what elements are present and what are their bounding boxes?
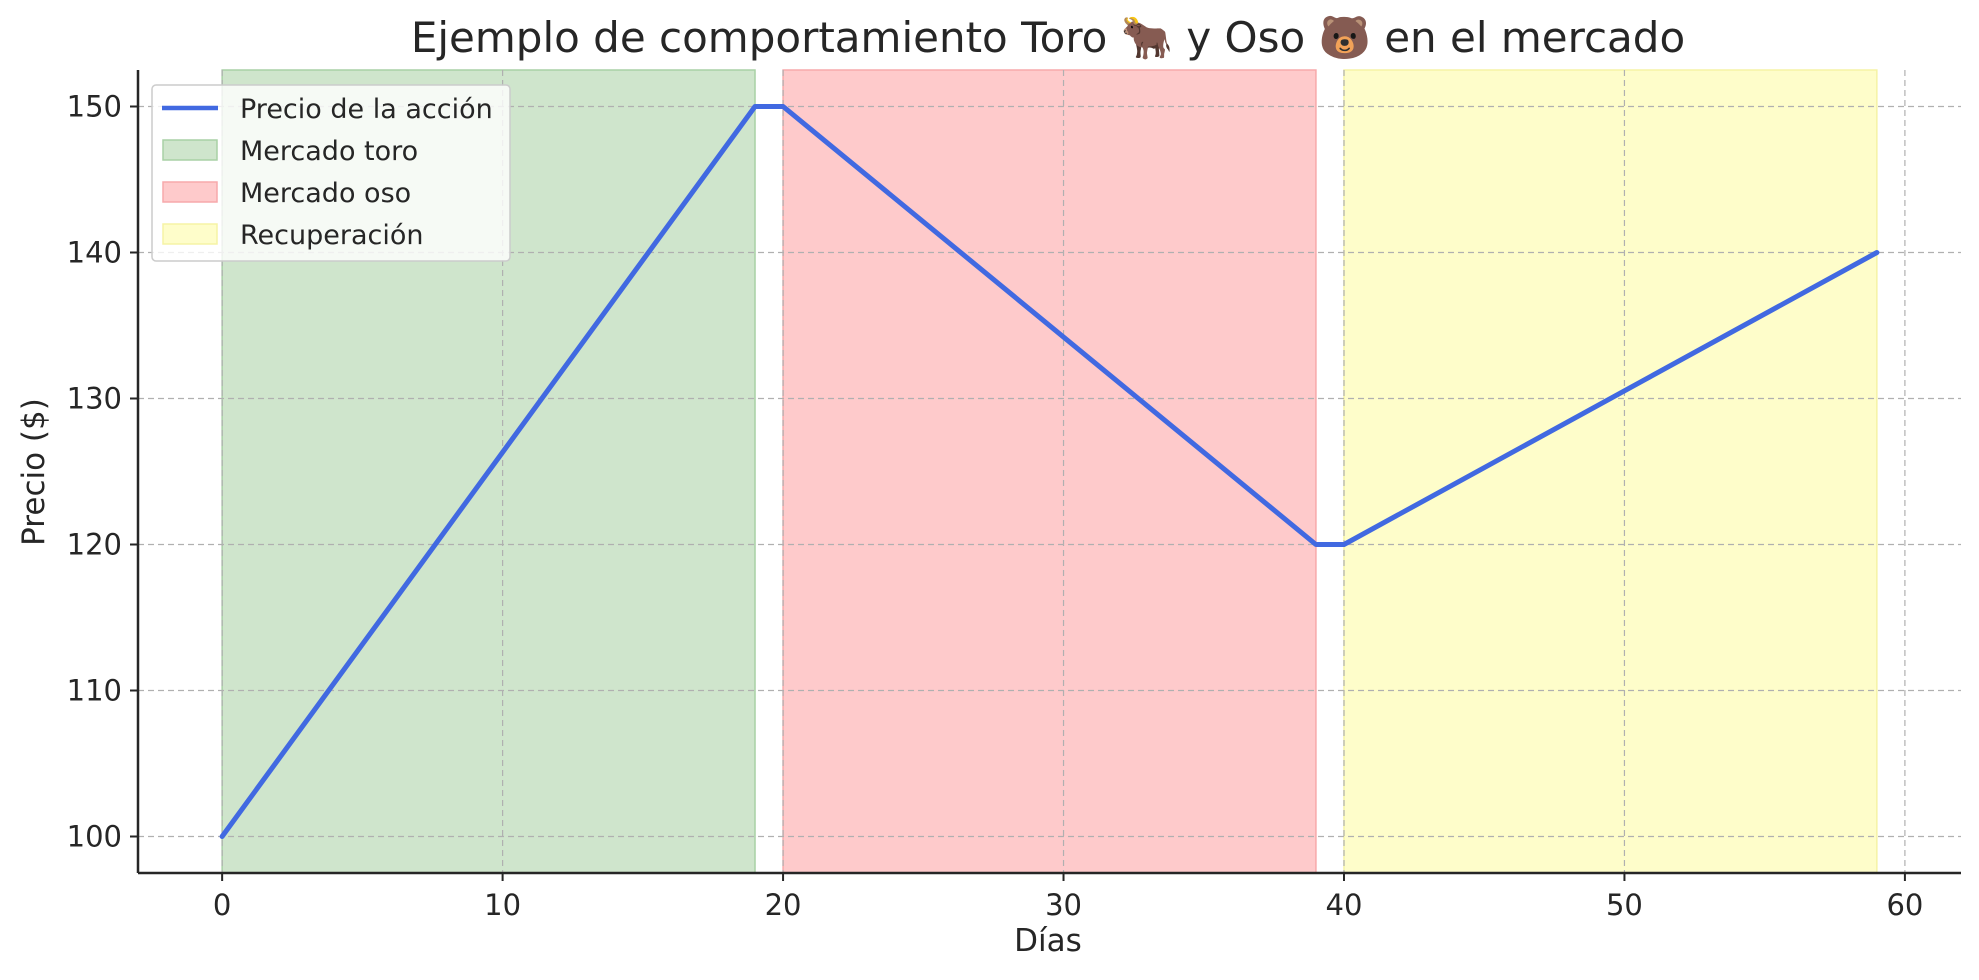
y-tick-label-1: 110	[67, 674, 122, 708]
legend-label-bear: Mercado oso	[240, 178, 411, 209]
legend-label-recovery: Recuperación	[240, 220, 424, 251]
y-ticks: 100 110 120 130 140 150	[67, 90, 138, 854]
x-tick-label-1: 10	[484, 888, 521, 922]
chart-title: Ejemplo de comportamiento Toro 🐂 y Oso 🐻…	[411, 12, 1685, 62]
legend-label-price: Precio de la acción	[240, 94, 493, 125]
x-ticks: 0 10 20 30 40 50 60	[213, 873, 1923, 922]
axes	[136, 70, 1961, 875]
region-2	[1343, 69, 1878, 874]
x-tick-label-0: 0	[213, 888, 231, 922]
y-tick-label-4: 140	[67, 236, 122, 270]
x-tick-label-6: 60	[1886, 888, 1923, 922]
legend-swatch-recovery	[162, 223, 218, 245]
x-tick-label-2: 20	[765, 888, 802, 922]
legend-swatch-bear	[162, 181, 218, 203]
y-tick-label-0: 100	[67, 820, 122, 854]
series-line-0	[219, 104, 1880, 839]
y-axis-label: Precio ($)	[16, 398, 52, 546]
y-tick-label-2: 120	[67, 528, 122, 562]
series-layer	[219, 104, 1880, 839]
y-tick-label-5: 150	[67, 90, 122, 124]
legend-label-bull: Mercado toro	[240, 136, 418, 167]
x-axis-label: Días	[1014, 923, 1082, 959]
x-tick-label-3: 30	[1045, 888, 1082, 922]
region-1	[782, 69, 1317, 874]
legend: Precio de la acción Mercado toro Mercado…	[151, 84, 511, 262]
legend-swatch-bull	[162, 139, 218, 161]
legend-box	[151, 84, 511, 262]
x-tick-label-5: 50	[1606, 888, 1643, 922]
y-tick-label-3: 130	[67, 382, 122, 416]
x-tick-label-4: 40	[1326, 888, 1363, 922]
